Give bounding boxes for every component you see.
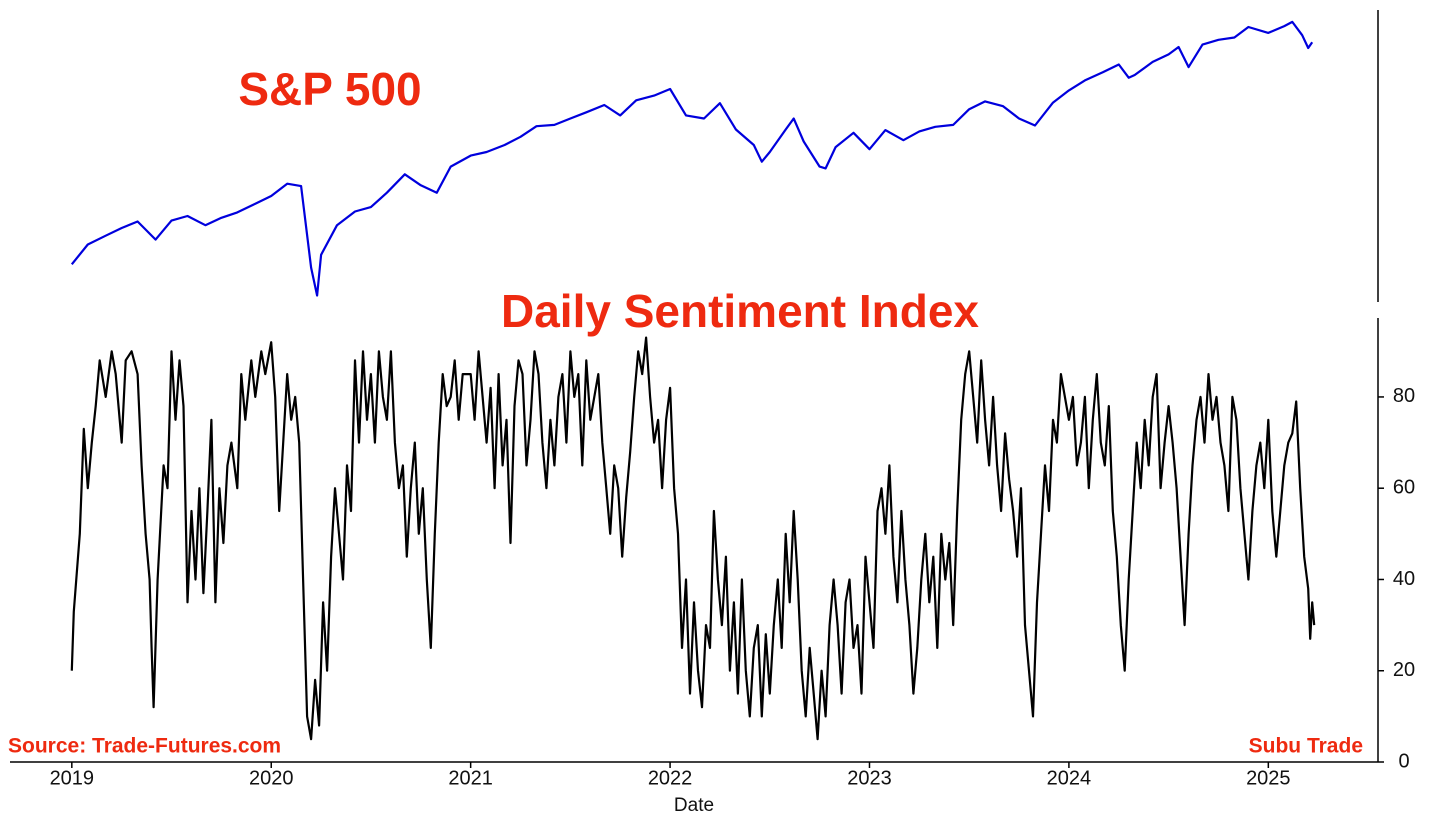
x-tick-label: 2025: [1246, 767, 1291, 789]
data-line: [70, 20, 1314, 297]
chart-title: Daily Sentiment Index: [501, 285, 979, 337]
credit-note: Subu Trade: [1249, 735, 1363, 758]
x-tick-label: 2019: [50, 767, 95, 789]
x-tick-label: 2021: [448, 767, 493, 789]
x-tick-label: 2024: [1047, 767, 1092, 789]
x-tick-label: 2020: [249, 767, 294, 789]
chart-title: S&P 500: [238, 63, 421, 115]
y-tick-label: 0: [1398, 750, 1409, 772]
y-tick-label: 80: [1393, 385, 1415, 407]
y-tick-label: 20: [1393, 659, 1415, 681]
y-tick-label: 60: [1393, 476, 1415, 498]
y-tick-label: 40: [1393, 568, 1415, 590]
source-note: Source: Trade-Futures.com: [8, 735, 281, 758]
x-tick-label: 2023: [847, 767, 892, 789]
data-line: [70, 336, 1316, 741]
x-axis-label: Date: [674, 795, 714, 816]
x-tick-label: 2022: [648, 767, 693, 789]
